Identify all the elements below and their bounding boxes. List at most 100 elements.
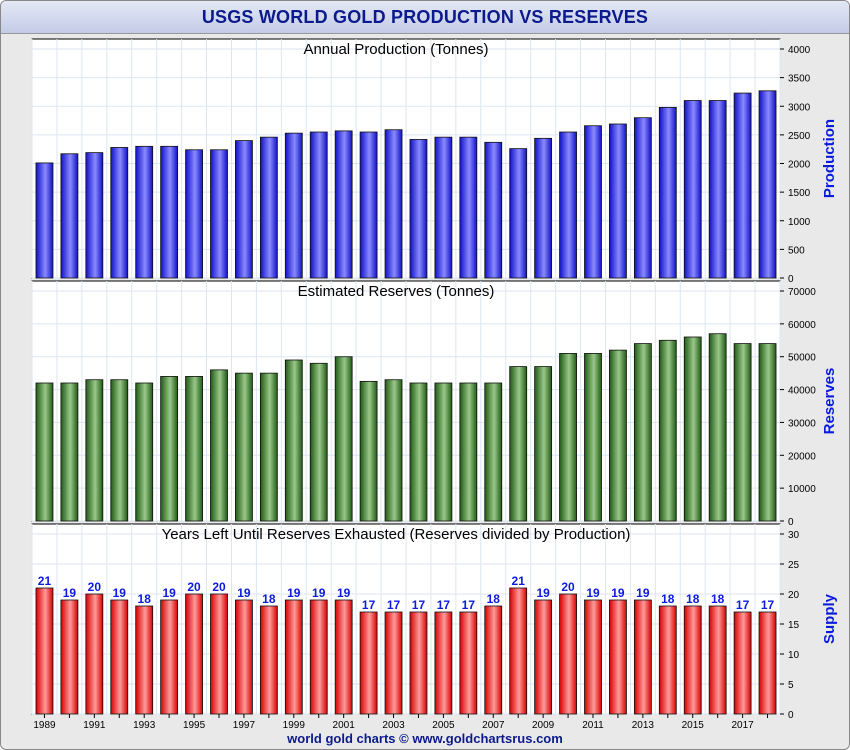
bar-reserves-2008 — [509, 366, 528, 522]
bar-years-left-2013 — [633, 599, 652, 715]
bar-production-2004 — [409, 139, 428, 279]
y-tick-label: 2500 — [788, 131, 811, 142]
bar-production-1992 — [110, 147, 129, 279]
y-tick-label: 50000 — [788, 353, 816, 364]
bar-production-2015 — [683, 100, 702, 279]
bar-years-left-1999 — [284, 599, 303, 715]
bar-years-left-1991 — [85, 593, 104, 715]
y-axis-label: Production — [821, 119, 838, 198]
y-tick-label: 20000 — [788, 451, 816, 462]
data-label: 19 — [636, 586, 650, 600]
bar-years-left-2015 — [683, 605, 702, 715]
bar-years-left-2016 — [708, 605, 727, 715]
x-tick-label: 2013 — [632, 720, 655, 729]
x-tick-label: 2017 — [731, 720, 754, 729]
bar-years-left-2003 — [384, 611, 403, 715]
y-tick-label: 0 — [788, 517, 794, 528]
x-tick-label: 1991 — [83, 720, 106, 729]
data-label: 18 — [487, 592, 501, 606]
bar-reserves-1999 — [284, 359, 303, 522]
x-tick-label: 1997 — [233, 720, 256, 729]
bar-production-1999 — [284, 132, 303, 279]
x-tick-label: 1989 — [33, 720, 56, 729]
bar-production-1995 — [185, 149, 203, 279]
bar-production-1993 — [135, 145, 154, 279]
panel-title: Estimated Reserves (Tonnes) — [298, 283, 495, 300]
bar-years-left-2012 — [609, 599, 627, 715]
y-tick-label: 60000 — [788, 320, 816, 331]
bar-years-left-2011 — [584, 599, 602, 715]
bar-years-left-2014 — [658, 605, 677, 715]
y-tick-label: 3500 — [788, 74, 811, 85]
y-tick-label: 5 — [788, 680, 794, 691]
bar-years-left-1992 — [110, 599, 129, 715]
bar-production-2003 — [384, 129, 403, 279]
data-label: 18 — [138, 592, 152, 606]
panel-years-left: 0 5 10 15 20 25 30 21 19 20 19 18 19 20 20 19 18 19 19 19 17… — [31, 523, 838, 721]
y-tick-label: 15 — [788, 620, 800, 631]
data-label: 18 — [262, 592, 276, 606]
bar-years-left-2007 — [484, 605, 503, 715]
bar-reserves-2006 — [459, 382, 478, 522]
bar-years-left-1994 — [160, 599, 179, 715]
bar-production-2001 — [334, 130, 353, 279]
data-label: 17 — [761, 598, 775, 612]
data-label: 20 — [88, 580, 102, 594]
bar-years-left-1993 — [135, 605, 154, 715]
x-tick-label: 2015 — [682, 720, 705, 729]
data-label: 21 — [512, 574, 526, 588]
y-tick-label: 30 — [788, 530, 800, 541]
bar-production-2018 — [758, 90, 777, 279]
bar-years-left-2005 — [434, 611, 453, 715]
bar-production-1994 — [160, 145, 179, 279]
bar-reserves-1994 — [160, 376, 179, 522]
data-label: 21 — [38, 574, 52, 588]
bar-production-2011 — [584, 125, 602, 279]
bar-years-left-2004 — [409, 611, 428, 715]
bar-production-2002 — [359, 131, 378, 279]
bar-reserves-2001 — [334, 356, 353, 522]
title-bar: USGS WORLD GOLD PRODUCTION VS RESERVES — [1, 1, 849, 34]
data-label: 17 — [462, 598, 476, 612]
bar-reserves-2003 — [384, 379, 403, 522]
bar-production-2014 — [658, 106, 677, 279]
bar-reserves-2012 — [609, 349, 627, 522]
bar-years-left-2008 — [509, 587, 528, 715]
x-tick-label: 2007 — [482, 720, 505, 729]
data-label: 19 — [586, 586, 600, 600]
data-label: 18 — [686, 592, 700, 606]
bar-production-2005 — [434, 136, 453, 279]
data-label: 19 — [287, 586, 301, 600]
data-label: 17 — [412, 598, 426, 612]
bar-production-1996 — [210, 149, 228, 279]
data-label: 17 — [736, 598, 750, 612]
y-tick-label: 0 — [788, 274, 794, 285]
data-label: 19 — [312, 586, 326, 600]
bar-reserves-2017 — [733, 343, 752, 522]
x-tick-label: 2011 — [582, 720, 604, 729]
x-tick-label: 1995 — [183, 720, 206, 729]
data-label: 19 — [536, 586, 550, 600]
panel-production: 0 500 1000 1500 2000 2500 3000 3500 4000 Annual P… — [31, 38, 838, 285]
y-axis-label: Reserves — [821, 368, 838, 435]
bar-reserves-1993 — [135, 382, 154, 522]
x-tick-label: 2003 — [382, 720, 405, 729]
bar-years-left-1995 — [185, 593, 203, 715]
y-tick-label: 4000 — [788, 45, 811, 56]
data-label: 17 — [387, 598, 401, 612]
bar-reserves-2000 — [309, 362, 328, 522]
bar-reserves-2010 — [559, 353, 577, 522]
y-tick-label: 30000 — [788, 418, 816, 429]
bar-reserves-2013 — [633, 343, 652, 522]
data-label: 18 — [661, 592, 675, 606]
data-label: 20 — [212, 580, 226, 594]
data-label: 19 — [113, 586, 127, 600]
bar-reserves-2007 — [484, 382, 503, 522]
y-tick-label: 500 — [788, 245, 805, 256]
data-label: 20 — [561, 580, 575, 594]
x-tick-label: 2001 — [333, 720, 356, 729]
y-tick-label: 10 — [788, 650, 800, 661]
bar-reserves-1991 — [85, 379, 104, 522]
x-tick-label: 1993 — [133, 720, 156, 729]
